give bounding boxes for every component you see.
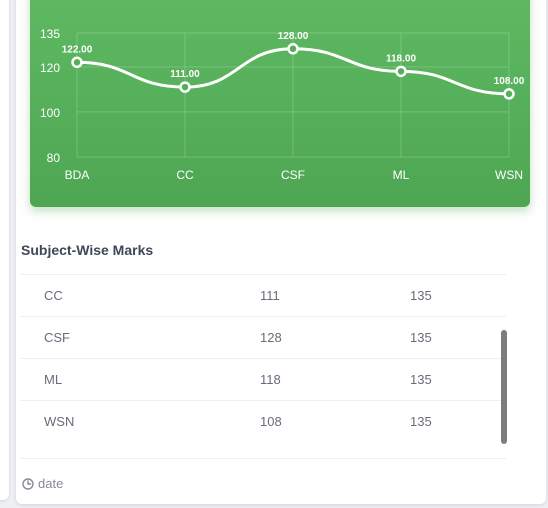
footer-label: date xyxy=(38,476,64,491)
table-row: ML 118 135 xyxy=(20,358,506,401)
clock-icon xyxy=(22,477,34,490)
marks-cell: 118 xyxy=(260,372,281,387)
subject-cell: CSF xyxy=(44,330,70,345)
marks-cell: 108 xyxy=(260,414,282,429)
subject-cell: WSN xyxy=(44,414,75,429)
marks-cell: 111 xyxy=(260,288,280,303)
subject-cell: ML xyxy=(44,372,63,387)
data-label: 128.00 xyxy=(278,31,309,42)
x-tick-label: WSN xyxy=(495,168,523,182)
data-label: 111.00 xyxy=(170,69,200,80)
marks-table: CC 111 135 CSF 128 135 ML 118 135 WSN 10… xyxy=(20,274,506,464)
subject-cell: CC xyxy=(44,288,63,303)
section-title: Subject-Wise Marks xyxy=(21,242,154,258)
y-tick-label: 135 xyxy=(40,27,60,41)
card-footer: date xyxy=(22,476,63,491)
total-cell: 135 xyxy=(410,288,432,303)
y-tick-label: 100 xyxy=(40,106,60,120)
data-point xyxy=(395,65,407,78)
data-point xyxy=(179,81,191,93)
total-cell: 135 xyxy=(410,330,432,345)
y-tick-label: 80 xyxy=(47,151,61,165)
table-row: CC 111 135 xyxy=(20,274,506,317)
data-point xyxy=(287,43,299,55)
x-tick-label: BDA xyxy=(65,168,90,182)
y-tick-label: 120 xyxy=(40,61,60,75)
adjacent-card xyxy=(0,0,9,500)
data-label: 118.00 xyxy=(386,53,416,64)
table-scrollbar[interactable] xyxy=(501,330,507,444)
x-tick-label: CC xyxy=(176,168,194,182)
chart-svg: 135 120 100 80 BDA CC CSF ML WSN 122.00 111.00 128.… xyxy=(40,27,525,182)
table-row: WSN 108 135 xyxy=(20,400,506,443)
data-label: 122.00 xyxy=(62,44,93,55)
total-cell: 135 xyxy=(410,372,432,387)
x-tick-label: CSF xyxy=(281,168,305,182)
marks-line-chart: 135 120 100 80 BDA CC CSF ML WSN 122.00 111.00 128.… xyxy=(30,0,530,207)
x-tick-label: ML xyxy=(393,168,410,182)
data-point xyxy=(503,88,515,100)
table-divider xyxy=(20,458,506,459)
data-label: 108.00 xyxy=(494,76,525,87)
marks-cell: 128 xyxy=(260,330,282,345)
data-point xyxy=(71,56,83,69)
total-cell: 135 xyxy=(410,414,432,429)
table-row: CSF 128 135 xyxy=(20,316,506,359)
marks-card: 135 120 100 80 BDA CC CSF ML WSN 122.00 111.00 128.… xyxy=(16,0,546,504)
